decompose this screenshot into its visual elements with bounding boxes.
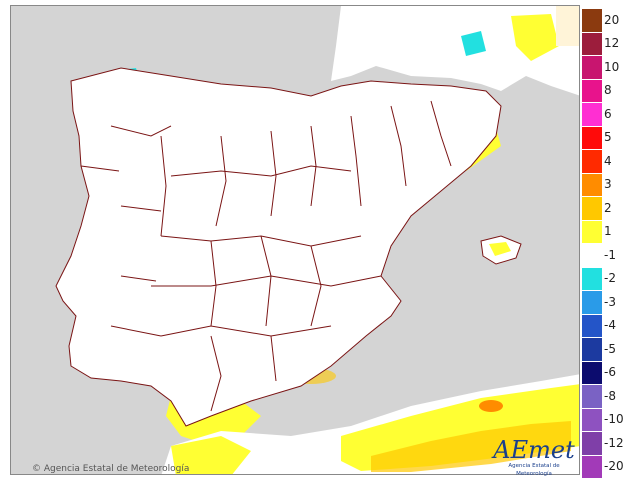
legend-swatch [582, 384, 602, 408]
legend-label: -20 [604, 459, 624, 474]
legend-label: 10 [604, 59, 620, 74]
legend-label: 1 [604, 224, 612, 239]
temperature-anomaly-map [10, 5, 580, 475]
legend-swatch [582, 196, 602, 220]
france-warm-edge [556, 6, 579, 46]
legend-swatch [582, 31, 602, 55]
legend-label: -5 [604, 341, 616, 356]
warm-anomaly-morocco [171, 436, 251, 474]
legend-swatch [582, 78, 602, 102]
legend-swatch [582, 243, 602, 267]
legend-label: -4 [604, 318, 616, 333]
map-canvas [11, 6, 579, 474]
legend-label: 5 [604, 130, 612, 145]
credit-text: © Agencia Estatal de Meteorología [32, 464, 190, 474]
legend-label: 12 [604, 36, 620, 51]
legend-label: 4 [604, 153, 612, 168]
legend-label: 2 [604, 200, 612, 215]
legend-swatch [582, 266, 602, 290]
france-cold-patch [461, 31, 486, 56]
legend-label: -6 [604, 365, 616, 380]
legend-swatch [582, 55, 602, 79]
legend-swatch [582, 337, 602, 361]
logo-brand: AEmet [493, 436, 575, 464]
legend-swatch [582, 219, 602, 243]
legend-swatch [582, 8, 602, 32]
legend-label: -3 [604, 294, 616, 309]
province-borders [55, 67, 502, 427]
legend-swatch [582, 102, 602, 126]
legend-label: -2 [604, 271, 616, 286]
legend-label: 8 [604, 83, 612, 98]
legend-swatch [582, 149, 602, 173]
legend-label: 6 [604, 106, 612, 121]
legend-swatch [582, 125, 602, 149]
balearic-warm [489, 242, 511, 256]
legend-label: 3 [604, 177, 612, 192]
legend-swatch [582, 454, 602, 478]
legend-label: -12 [604, 435, 624, 450]
legend-swatch [582, 313, 602, 337]
legend-swatch [582, 172, 602, 196]
legend-swatch [582, 360, 602, 384]
color-legend: 20 12 10 8 6 5 4 3 2 1 -1 -2 -3 -4 -5 -6 -8 -10 -12 -20 [582, 8, 630, 478]
legend-swatch [582, 290, 602, 314]
legend-swatch [582, 407, 602, 431]
legend-swatch [582, 431, 602, 455]
aemet-logo: AEmet Agencia Estatal de Meteorología [490, 436, 578, 477]
legend-label: -8 [604, 388, 616, 403]
logo-subtitle: Agencia Estatal de Meteorología [508, 463, 560, 477]
warm-anomaly-africa-inner [371, 421, 571, 472]
france-warm-area [511, 14, 559, 61]
warm-anomaly-africa-orange [479, 400, 503, 412]
legend-label: 20 [604, 12, 620, 27]
legend-label: -10 [604, 412, 624, 427]
legend-label: -1 [604, 247, 616, 262]
